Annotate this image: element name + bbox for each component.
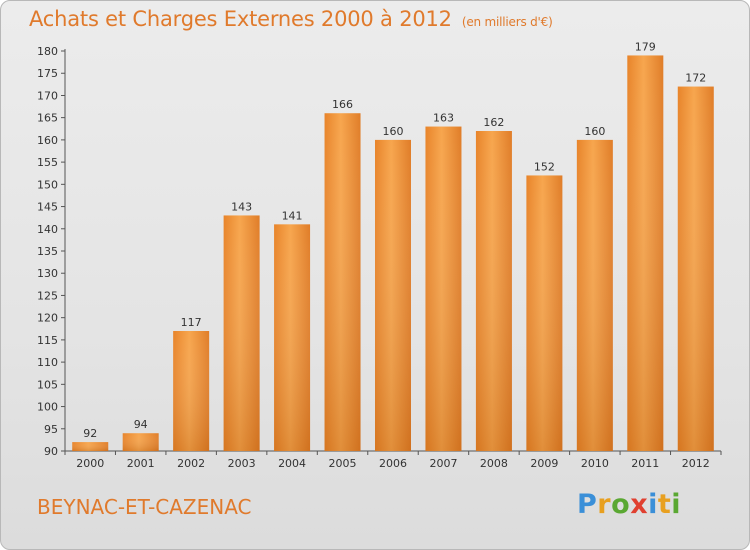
bar-value-label: 179 bbox=[635, 40, 656, 53]
x-tick-label: 2008 bbox=[480, 457, 508, 470]
x-tick-label: 2005 bbox=[329, 457, 357, 470]
y-tick-label: 145 bbox=[37, 201, 58, 214]
bar-value-label: 160 bbox=[584, 125, 605, 138]
logo-letter: i bbox=[648, 489, 658, 520]
bar-shade bbox=[223, 215, 260, 451]
x-tick-label: 2007 bbox=[429, 457, 457, 470]
commune-name: BEYNAC-ET-CAZENAC bbox=[37, 495, 252, 519]
bar-shade bbox=[526, 175, 563, 451]
bar-shade bbox=[677, 86, 714, 452]
bar-shade bbox=[274, 224, 311, 451]
y-tick-label: 170 bbox=[37, 89, 58, 102]
bar-shade bbox=[72, 442, 109, 451]
bar-value-label: 94 bbox=[134, 418, 148, 431]
y-tick-label: 165 bbox=[37, 112, 58, 125]
bars-group bbox=[72, 55, 714, 452]
y-tick-label: 120 bbox=[37, 312, 58, 325]
x-tick-label: 2002 bbox=[177, 457, 205, 470]
x-tick-label: 2012 bbox=[682, 457, 710, 470]
y-tick-label: 140 bbox=[37, 223, 58, 236]
y-tick-label: 125 bbox=[37, 289, 58, 302]
bar-shade bbox=[425, 126, 462, 452]
y-tick-label: 130 bbox=[37, 267, 58, 280]
x-tick-label: 2003 bbox=[228, 457, 256, 470]
y-tick-label: 175 bbox=[37, 67, 58, 80]
labels-group: 92 94 117 143 141 166 160 163 162 152 160 179 172 bbox=[83, 40, 706, 440]
axes: 90 95 100 105 110 115 120 125 130 135 140 145 150 155… bbox=[37, 45, 722, 470]
y-tick-label: 160 bbox=[37, 134, 58, 147]
bar-shade bbox=[627, 55, 664, 451]
logo-letter: x bbox=[630, 489, 649, 520]
y-tick-label: 95 bbox=[44, 423, 58, 436]
x-tick-label: 2010 bbox=[581, 457, 609, 470]
y-tick-label: 155 bbox=[37, 156, 58, 169]
bar-value-label: 163 bbox=[433, 112, 454, 125]
bar-shade bbox=[324, 113, 361, 451]
x-tick-label: 2009 bbox=[530, 457, 558, 470]
y-tick-label: 105 bbox=[37, 378, 58, 391]
y-tick-label: 180 bbox=[37, 45, 58, 58]
proxiti-logo: Proxiti bbox=[577, 489, 681, 520]
x-tick-label: 2004 bbox=[278, 457, 306, 470]
y-tick-label: 135 bbox=[37, 245, 58, 258]
bar-value-label: 117 bbox=[181, 316, 202, 329]
bar-shade bbox=[173, 331, 210, 451]
logo-letter: t bbox=[657, 489, 672, 520]
bar-value-label: 166 bbox=[332, 98, 353, 111]
logo-letter: i bbox=[671, 489, 682, 520]
x-tick-label: 2000 bbox=[76, 457, 104, 470]
y-tick-label: 110 bbox=[37, 356, 58, 369]
title-unit: (en milliers d'€) bbox=[461, 15, 553, 29]
bar-value-label: 143 bbox=[231, 200, 252, 213]
logo-letter: r bbox=[597, 489, 612, 520]
y-tick-label: 90 bbox=[44, 445, 58, 458]
x-tick-label: 2001 bbox=[127, 457, 155, 470]
x-tick-label: 2006 bbox=[379, 457, 407, 470]
bar-value-label: 141 bbox=[282, 209, 303, 222]
bar-shade bbox=[475, 131, 512, 451]
bar-value-label: 160 bbox=[383, 125, 404, 138]
bar-value-label: 152 bbox=[534, 160, 555, 173]
y-tick-label: 115 bbox=[37, 334, 58, 347]
bar-value-label: 162 bbox=[483, 116, 504, 129]
y-tick-label: 150 bbox=[37, 178, 58, 191]
chart-title: Achats et Charges Externes 2000 à 2012 (e… bbox=[29, 7, 553, 31]
y-tick-label: 100 bbox=[37, 401, 58, 414]
bar-value-label: 92 bbox=[83, 427, 97, 440]
bar-shade bbox=[576, 139, 613, 451]
title-text: Achats et Charges Externes 2000 à 2012 bbox=[29, 7, 452, 31]
bar-shade bbox=[375, 139, 411, 451]
logo-letter: P bbox=[577, 489, 598, 520]
logo-letter: o bbox=[611, 489, 631, 520]
bar-shade bbox=[122, 433, 159, 451]
x-tick-label: 2011 bbox=[631, 457, 659, 470]
bar-value-label: 172 bbox=[685, 72, 706, 85]
